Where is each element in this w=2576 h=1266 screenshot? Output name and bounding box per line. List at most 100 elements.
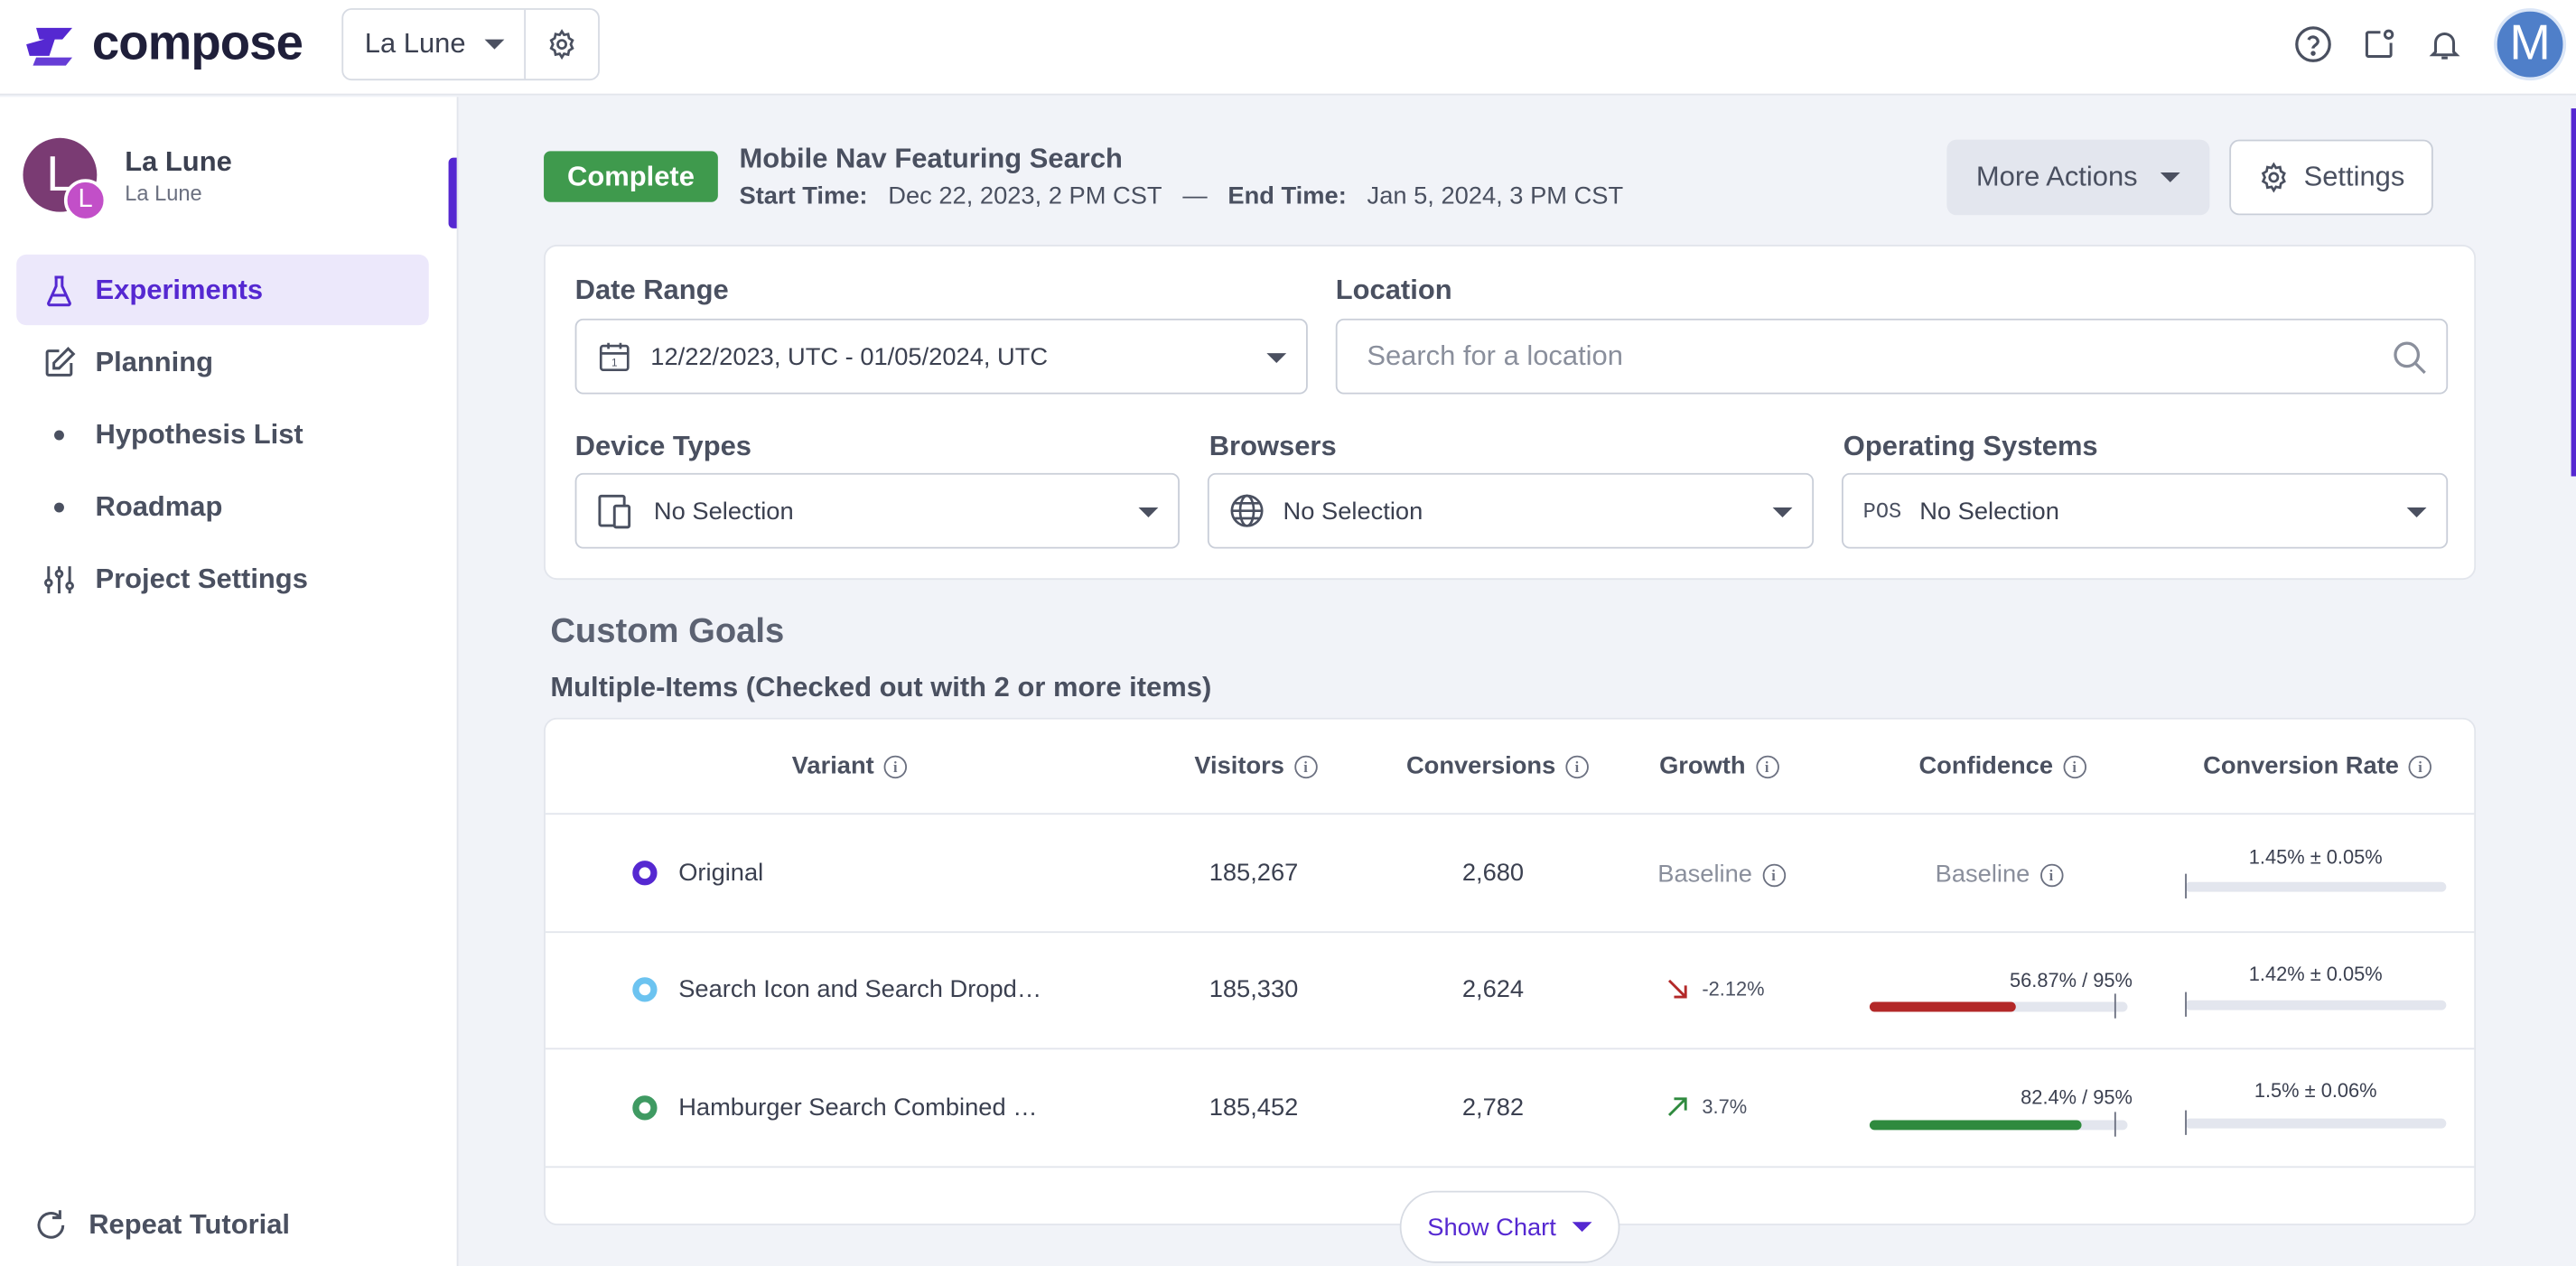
- confidence-bar: [1869, 993, 2128, 1019]
- column-header-variant: Variant i: [792, 752, 908, 780]
- bullet-icon: [54, 429, 64, 440]
- operating-systems-select[interactable]: POS No Selection: [1841, 472, 2449, 549]
- divider: [545, 1166, 2475, 1168]
- browsers-value: No Selection: [1283, 497, 1423, 526]
- info-icon[interactable]: i: [2062, 754, 2086, 778]
- variant-color-dot: [632, 1095, 658, 1121]
- chevron-down-icon: [1138, 507, 1159, 517]
- workspace-subname: La Lune: [125, 180, 202, 205]
- conversions-value: 2,624: [1461, 975, 1525, 1004]
- variant-name: Hamburger Search Combined …: [678, 1094, 1038, 1122]
- workspace-header[interactable]: L L La Lune La Lune: [23, 137, 232, 222]
- info-icon[interactable]: i: [1755, 754, 1778, 778]
- confidence-baseline-label: Baseline: [1935, 861, 2030, 889]
- compose-logo[interactable]: compose: [23, 16, 303, 72]
- visitors-value: 185,330: [1209, 975, 1299, 1004]
- arrow-down-right-icon: [1667, 979, 1687, 999]
- end-time-label: End Time:: [1227, 182, 1347, 210]
- sidebar-item-planning[interactable]: Planning: [16, 327, 429, 397]
- svg-text:1: 1: [611, 358, 617, 369]
- search-icon: [2394, 341, 2426, 375]
- device-types-value: No Selection: [653, 497, 794, 526]
- confidence-baseline: Baseline i: [1936, 861, 2063, 889]
- column-label: Growth: [1659, 752, 1746, 780]
- show-chart-button[interactable]: Show Chart: [1399, 1190, 1620, 1263]
- column-label: Conversions: [1405, 752, 1556, 780]
- refresh-icon: [37, 1210, 65, 1239]
- chevron-down-icon: [2161, 172, 2180, 182]
- filters-panel: Date Range 1 12/22/2023, UTC - 01/05/202…: [544, 245, 2477, 581]
- globe-icon: [1230, 494, 1264, 527]
- top-bar: compose La Lune M: [0, 0, 2576, 96]
- column-header-conversion-rate: Conversion Rate i: [2203, 752, 2432, 780]
- growth-text: 3.7%: [1702, 1095, 1748, 1119]
- user-avatar[interactable]: M: [2494, 8, 2567, 81]
- location-search-input[interactable]: Search for a location: [1335, 318, 2449, 395]
- conversion-rate-bar: [2185, 1110, 2447, 1135]
- sidebar-item-hypothesis-list[interactable]: Hypothesis List: [16, 399, 429, 470]
- experiment-times: Start Time: Dec 22, 2023, 2 PM CST — End…: [740, 182, 1624, 210]
- sidebar-item-project-settings[interactable]: Project Settings: [16, 544, 429, 614]
- growth-baseline-label: Baseline: [1657, 861, 1752, 889]
- more-actions-button[interactable]: More Actions: [1946, 139, 2210, 216]
- conversions-value: 2,782: [1461, 1094, 1525, 1122]
- sidebar-item-label: Planning: [95, 345, 214, 377]
- date-range-select[interactable]: 1 12/22/2023, UTC - 01/05/2024, UTC: [574, 318, 1308, 395]
- growth-value: 3.7%: [1666, 1095, 1748, 1119]
- project-settings-button[interactable]: [523, 9, 599, 79]
- variant-color-dot: [632, 861, 658, 886]
- time-separator: —: [1182, 182, 1208, 210]
- date-range-label: Date Range: [574, 274, 729, 306]
- conversion-rate-bar: [2185, 991, 2447, 1017]
- browsers-select[interactable]: No Selection: [1207, 472, 1815, 549]
- column-header-confidence: Confidence i: [1918, 752, 2086, 780]
- info-icon[interactable]: i: [1293, 754, 1318, 778]
- conversions-value: 2,680: [1461, 859, 1525, 888]
- scroll-indicator[interactable]: [2571, 108, 2576, 477]
- sidebar-item-label: Roadmap: [95, 489, 223, 522]
- sidebar-item-experiments[interactable]: Experiments: [16, 254, 429, 326]
- repeat-tutorial-button[interactable]: Repeat Tutorial: [33, 1207, 290, 1243]
- device-types-select[interactable]: No Selection: [574, 472, 1180, 549]
- active-indicator: [448, 157, 457, 228]
- logo-icon: [26, 27, 73, 66]
- sidebar-item-roadmap[interactable]: Roadmap: [16, 471, 429, 542]
- browsers-label: Browsers: [1209, 430, 1337, 462]
- variant-color-dot: [632, 977, 658, 1002]
- column-header-visitors: Visitors i: [1194, 752, 1318, 780]
- gear-icon: [2262, 162, 2287, 193]
- info-icon[interactable]: i: [1761, 862, 1786, 887]
- info-icon[interactable]: i: [1565, 754, 1589, 778]
- location-placeholder: Search for a location: [1367, 340, 1623, 372]
- column-label: Confidence: [1918, 752, 2054, 780]
- confidence-bar-fill: [1869, 1120, 2083, 1131]
- chevron-down-icon: [485, 39, 506, 50]
- column-label: Conversion Rate: [2203, 752, 2399, 780]
- conversion-rate-value: 1.42% ± 0.05%: [2248, 962, 2383, 986]
- info-icon[interactable]: i: [2039, 862, 2063, 887]
- project-select[interactable]: La Lune: [343, 10, 523, 79]
- brand-name: compose: [91, 16, 303, 71]
- status-badge: Complete: [544, 151, 718, 202]
- threshold-tick: [2114, 1112, 2116, 1137]
- info-icon[interactable]: i: [2408, 754, 2432, 778]
- project-switcher[interactable]: La Lune: [341, 8, 600, 81]
- settings-button[interactable]: Settings: [2229, 139, 2433, 216]
- help-button[interactable]: [2293, 24, 2333, 64]
- calendar-icon: 1: [599, 342, 630, 372]
- variant-name: Search Icon and Search Dropd…: [678, 975, 1042, 1004]
- chevron-down-icon: [2406, 507, 2427, 517]
- start-time-label: Start Time:: [739, 182, 868, 210]
- workspace-badge: L: [63, 179, 107, 222]
- info-icon[interactable]: i: [883, 754, 908, 778]
- visitors-value: 185,452: [1209, 1094, 1299, 1122]
- sidebar: L L La Lune La Lune Experiments Planning…: [0, 97, 459, 1266]
- project-name: La Lune: [364, 27, 466, 60]
- divider: [545, 813, 2475, 815]
- share-button[interactable]: [2359, 24, 2399, 64]
- flask-icon: [40, 270, 79, 310]
- end-time-value: Jan 5, 2024, 3 PM CST: [1367, 182, 1624, 210]
- column-header-growth: Growth i: [1659, 752, 1778, 780]
- notifications-button[interactable]: [2425, 24, 2465, 64]
- workspace-name: La Lune: [125, 144, 232, 177]
